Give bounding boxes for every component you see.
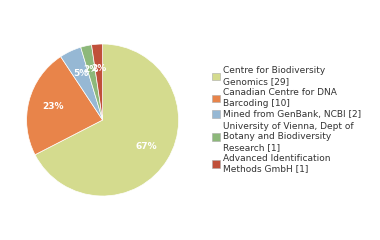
- Text: 67%: 67%: [136, 142, 158, 151]
- Wedge shape: [61, 47, 103, 120]
- Text: 23%: 23%: [42, 102, 63, 111]
- Text: 2%: 2%: [91, 64, 106, 73]
- Text: 2%: 2%: [84, 65, 99, 74]
- Wedge shape: [81, 45, 103, 120]
- Legend: Centre for Biodiversity
Genomics [29], Canadian Centre for DNA
Barcoding [10], M: Centre for Biodiversity Genomics [29], C…: [212, 66, 361, 174]
- Wedge shape: [27, 57, 103, 155]
- Wedge shape: [35, 44, 179, 196]
- Text: 5%: 5%: [73, 69, 88, 78]
- Wedge shape: [92, 44, 103, 120]
